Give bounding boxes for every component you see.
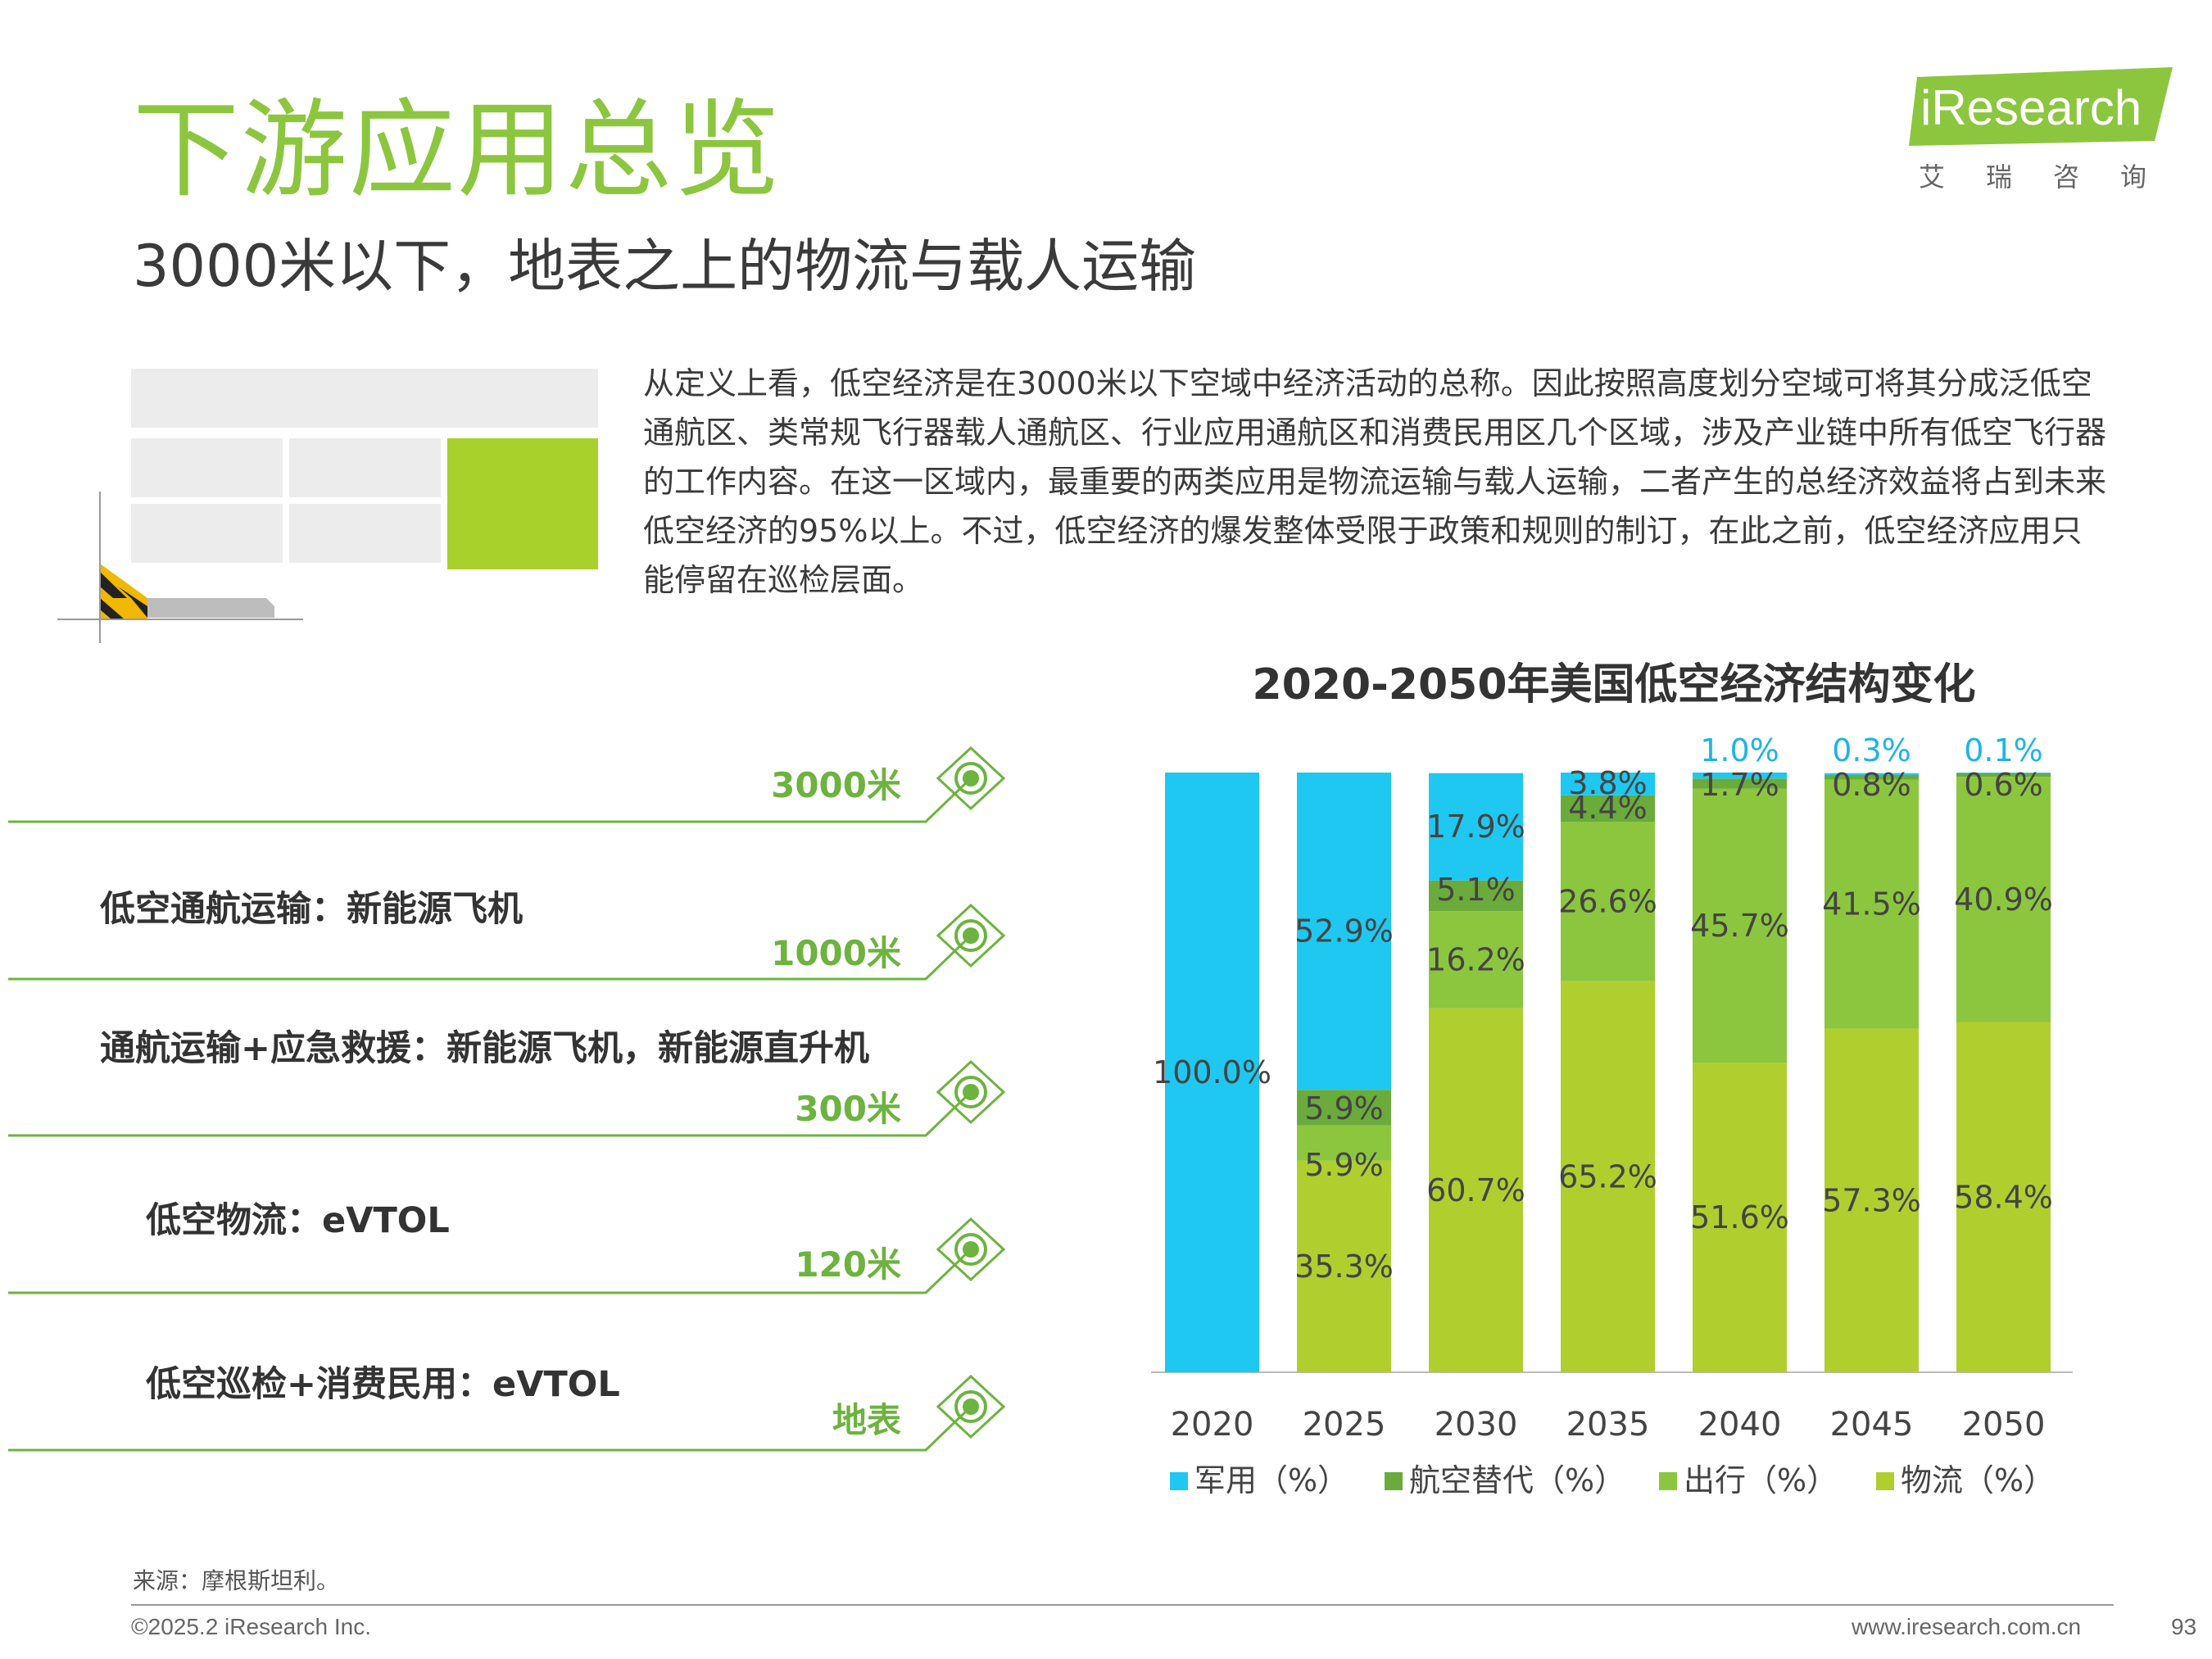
- intro-paragraph: 从定义上看，低空经济是在3000米以下空域中经济活动的总称。因此按照高度划分空域…: [643, 365, 2107, 598]
- data-label: 4.4%: [1568, 790, 1648, 826]
- data-label: 26.6%: [1558, 883, 1657, 919]
- data-label: 5.1%: [1436, 872, 1516, 908]
- logo-chinese: 艾瑞咨询: [1919, 161, 2188, 193]
- altitude-diagram: [8, 746, 1006, 1452]
- data-label: 60.7%: [1426, 1172, 1525, 1208]
- chart-title: 2020-2050年美国低空经济结构变化: [1252, 660, 1976, 709]
- bar-segment: [1956, 773, 2051, 777]
- data-label: 0.6%: [1964, 767, 2043, 803]
- altitude-level-1000: [8, 903, 1006, 981]
- data-label: 0.8%: [1832, 767, 1911, 803]
- data-label: 17.9%: [1426, 809, 1525, 845]
- legend-swatch: [1170, 1472, 1188, 1490]
- data-label: 1.0%: [1700, 732, 1779, 768]
- data-label: 5.9%: [1304, 1147, 1384, 1183]
- legend-label: 物流（%）: [1901, 1462, 2055, 1498]
- bar-segment: [1561, 981, 1655, 1372]
- data-label: 41.5%: [1822, 886, 1921, 922]
- altitude-level-120: [8, 1217, 1006, 1294]
- x-tick-label: 2035: [1566, 1406, 1650, 1444]
- bar-segment: [1165, 773, 1259, 1372]
- bar-segment: [1693, 1063, 1787, 1372]
- bar-segment: [1297, 773, 1391, 1090]
- copyright: ©2025.2 iResearch Inc.: [131, 1614, 372, 1639]
- data-label: 40.9%: [1954, 882, 2053, 918]
- bar-segment: [1429, 1008, 1523, 1372]
- altitude-label-300: 300米: [795, 1089, 901, 1129]
- bar-segment: [1824, 774, 1919, 780]
- logo-brand: iResearch: [1920, 80, 2142, 135]
- bar-segment: [1561, 822, 1655, 981]
- bar-segment: [1561, 773, 1655, 796]
- altitude-label-120: 120米: [795, 1244, 901, 1285]
- legend-label: 出行（%）: [1684, 1462, 1838, 1498]
- legend-swatch: [1385, 1472, 1403, 1490]
- source-note: 来源：摩根斯坦利。: [133, 1567, 340, 1594]
- data-label: 65.2%: [1558, 1158, 1657, 1194]
- footer-divider: [131, 1604, 2114, 1606]
- bar-segment: [1297, 1160, 1391, 1372]
- altitude-label-ground: 地表: [832, 1400, 901, 1440]
- data-label: 58.4%: [1954, 1179, 2053, 1215]
- use-label-inspection: 低空巡检+消费民用：eVTOL: [146, 1364, 620, 1405]
- legend-label: 军用（%）: [1194, 1462, 1349, 1498]
- bar-segment: [1693, 778, 1787, 789]
- data-label: 1.7%: [1700, 767, 1779, 803]
- data-label: 51.6%: [1690, 1199, 1789, 1235]
- x-tick-label: 2045: [1830, 1406, 1914, 1444]
- use-label-general-aviation: 低空通航运输：新能源飞机: [100, 889, 523, 930]
- bar-segment: [1429, 880, 1523, 912]
- data-label: 3.8%: [1568, 765, 1648, 801]
- bar-segment: [1297, 1125, 1391, 1161]
- altitude-label-1000: 1000米: [771, 933, 901, 973]
- bar-segment: [1561, 795, 1655, 823]
- iresearch-logo: iResearch 艾瑞咨询: [1909, 67, 2173, 198]
- bar-segment: [1429, 911, 1523, 1009]
- x-tick-label: 2040: [1698, 1406, 1782, 1444]
- bar-segment: [1429, 773, 1523, 881]
- page-subtitle: 3000米以下，地表之上的物流与载人运输: [133, 233, 1197, 300]
- x-tick-label: 2025: [1303, 1406, 1386, 1444]
- data-label: 52.9%: [1294, 913, 1394, 950]
- use-label-emergency-rescue: 通航运输+应急救援：新能源飞机，新能源直升机: [100, 1028, 870, 1069]
- bar-segment: [1956, 777, 2051, 1022]
- building-illustration: [57, 369, 598, 643]
- bar-segment: [1693, 773, 1787, 779]
- data-label: 0.3%: [1832, 732, 1911, 768]
- bar-segment: [1824, 1028, 1919, 1372]
- altitude-label-3000: 3000米: [771, 765, 901, 805]
- data-label: 57.3%: [1822, 1182, 1921, 1218]
- data-label: 16.2%: [1426, 941, 1525, 977]
- data-label: 0.1%: [1964, 732, 2043, 768]
- legend-swatch: [1876, 1472, 1894, 1490]
- legend-label: 航空替代（%）: [1409, 1462, 1625, 1498]
- page-title: 下游应用总览: [133, 88, 782, 212]
- bar-segment: [1824, 779, 1919, 1029]
- data-label: 45.7%: [1690, 908, 1789, 944]
- legend-swatch: [1659, 1472, 1677, 1490]
- logo-badge-icon: [1909, 67, 2173, 146]
- data-label: 35.3%: [1294, 1249, 1394, 1285]
- altitude-level-ground: [8, 1374, 1006, 1452]
- bar-segment: [1824, 773, 1919, 775]
- x-tick-label: 2050: [1962, 1406, 2046, 1444]
- altitude-level-3000: [8, 746, 1006, 823]
- bar-segment: [1297, 1090, 1391, 1126]
- use-label-logistics: 低空物流：eVTOL: [146, 1200, 450, 1241]
- data-label: 5.9%: [1304, 1090, 1384, 1126]
- x-tick-label: 2030: [1435, 1406, 1518, 1444]
- bar-segment: [1956, 1022, 2051, 1372]
- data-label: 100.0%: [1153, 1054, 1271, 1090]
- website-link[interactable]: www.iresearch.com.cn: [1852, 1614, 2082, 1639]
- altitude-level-300: [8, 1059, 1006, 1137]
- x-tick-label: 2020: [1171, 1406, 1254, 1444]
- page-number: 93: [2171, 1614, 2197, 1639]
- bar-segment: [1693, 788, 1787, 1063]
